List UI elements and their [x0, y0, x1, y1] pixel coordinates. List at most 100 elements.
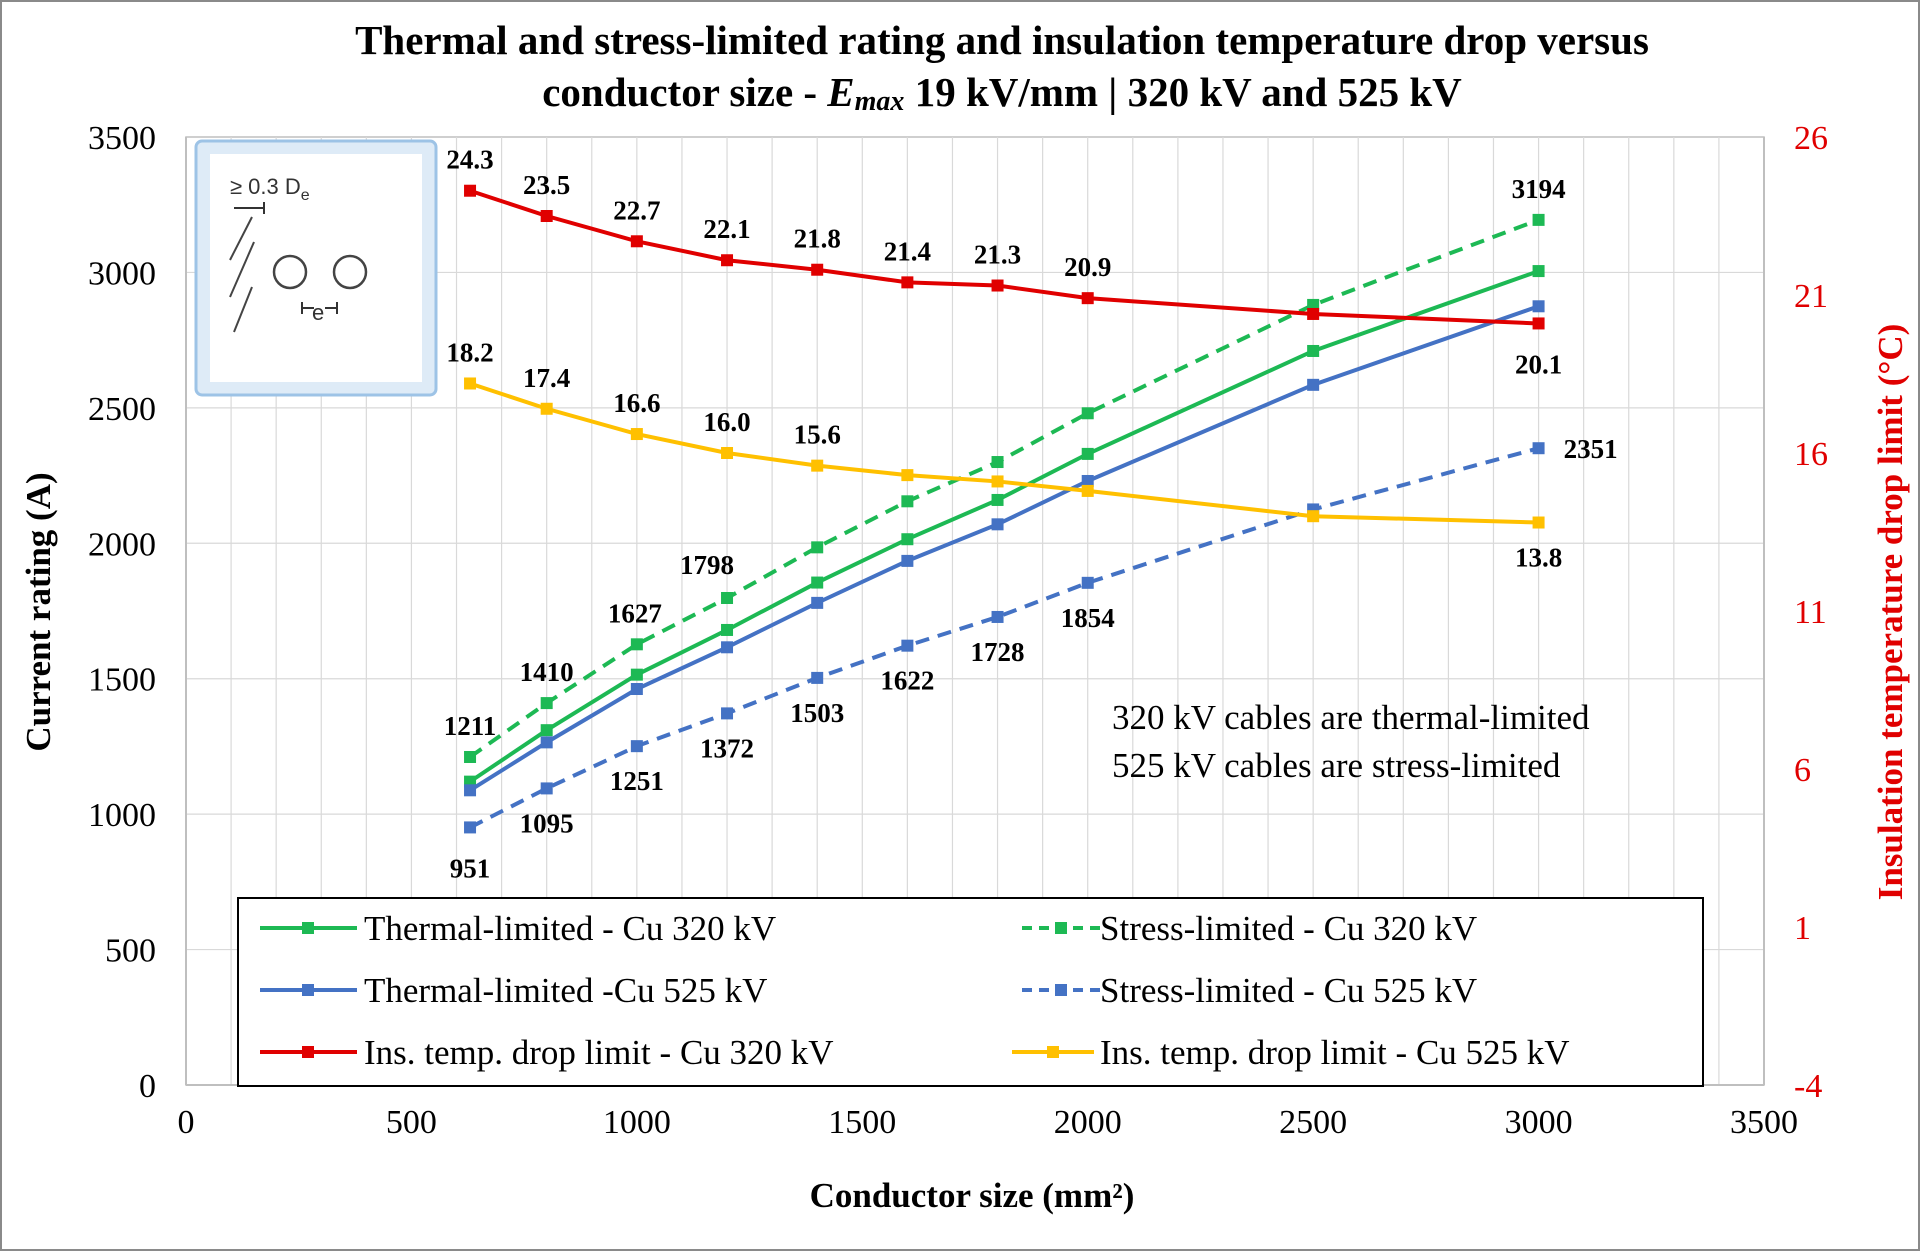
data-label: 21.3 [974, 240, 1021, 270]
series-point [464, 821, 477, 834]
series-point [1532, 442, 1545, 455]
data-label: 17.4 [523, 363, 570, 393]
series-point [811, 263, 824, 276]
data-label: 1211 [444, 711, 497, 741]
inset-spacing-label: ≥ 0.3 De [230, 174, 310, 204]
cable-circle-left [272, 254, 308, 290]
x-tick-label: 3500 [1730, 1104, 1798, 1141]
series-line [468, 269, 1540, 784]
legend-item-stress-525: Stress-limited - Cu 525 kV [1022, 971, 1477, 1010]
data-label: 16.0 [703, 407, 750, 437]
chart-title-line1: Thermal and stress-limited rating and in… [355, 17, 1649, 63]
series-point [630, 740, 643, 753]
x-tick-label: 1000 [603, 1104, 671, 1141]
series-point [1081, 576, 1094, 589]
chart-title-line2: conductor size - Emax 19 kV/mm | 320 kV … [542, 69, 1462, 117]
data-label: 24.3 [446, 145, 493, 175]
svg-text:Ins. temp. drop limit - Cu 525: Ins. temp. drop limit - Cu 525 kV [1100, 1033, 1570, 1072]
legend-item-tempdrop-525: Ins. temp. drop limit - Cu 525 kV [1012, 1033, 1570, 1072]
series-point [721, 641, 734, 654]
data-label: 1372 [700, 733, 754, 763]
series-line [468, 304, 1540, 793]
series-point [1307, 378, 1320, 391]
y2-tick-label: 6 [1794, 752, 1811, 789]
series-point [1532, 516, 1545, 529]
series-point [721, 623, 734, 636]
data-label: 1798 [680, 550, 734, 580]
series-point [630, 683, 643, 696]
y-tick-label: 1500 [88, 662, 156, 699]
svg-text:Stress-limited - Cu 525 kV: Stress-limited - Cu 525 kV [1100, 971, 1477, 1010]
legend-item-thermal-320: Thermal-limited - Cu 320 kV [260, 909, 776, 948]
data-label: 22.7 [613, 195, 660, 225]
y2-tick-label: -4 [1794, 1068, 1822, 1105]
data-label: 16.6 [613, 388, 660, 418]
series-point [901, 533, 914, 546]
data-label: 21.8 [794, 224, 841, 254]
series-point [1081, 447, 1094, 460]
data-label: 20.1 [1515, 349, 1562, 379]
series-2 [464, 300, 1545, 797]
series-point [901, 276, 914, 289]
series-point [1081, 474, 1094, 487]
y-tick-label: 500 [105, 933, 156, 970]
data-label: 23.5 [523, 170, 570, 200]
series-point [540, 724, 553, 737]
series-point [991, 456, 1004, 469]
series-point [1081, 407, 1094, 420]
y-tick-label: 2500 [88, 391, 156, 428]
svg-text:Stress-limited - Cu 320 kV: Stress-limited - Cu 320 kV [1100, 909, 1477, 948]
series-point [464, 784, 477, 797]
data-label: 22.1 [703, 214, 750, 244]
cable-circle-right [332, 254, 368, 290]
series-point [901, 639, 914, 652]
x-tick-label: 1500 [828, 1104, 896, 1141]
annotation-320kv: 320 kV cables are thermal-limited [1112, 698, 1590, 737]
series-point [630, 668, 643, 681]
series-point [464, 184, 477, 197]
y-tick-label: 1000 [88, 797, 156, 834]
x-tick-label: 2000 [1054, 1104, 1122, 1141]
x-tick-label: 500 [386, 1104, 437, 1141]
y-tick-label: 3500 [88, 120, 156, 157]
data-label: 1251 [610, 766, 664, 796]
series-point [901, 495, 914, 508]
title-suffix: 19 kV/mm | 320 kV and 525 kV [904, 69, 1462, 115]
data-label: 13.8 [1515, 543, 1562, 573]
annotation-525kv: 525 kV cables are stress-limited [1112, 746, 1561, 785]
series-line [469, 446, 1540, 830]
series-point [811, 459, 824, 472]
svg-text:Thermal-limited - Cu 320 kV: Thermal-limited - Cu 320 kV [364, 909, 776, 948]
series-point [630, 428, 643, 441]
series-point [811, 596, 824, 609]
series-point [1532, 265, 1545, 278]
series-point [540, 736, 553, 749]
series-point [630, 638, 643, 651]
series-point [630, 235, 643, 248]
svg-text:Ins. temp. drop limit - Cu 320: Ins. temp. drop limit - Cu 320 kV [364, 1033, 834, 1072]
series-point [991, 475, 1004, 488]
data-label: 1095 [520, 808, 574, 838]
series-point [1081, 484, 1094, 497]
series-point [901, 469, 914, 482]
data-label: 1627 [608, 598, 662, 628]
y2-axis-title: Insulation temperature drop limit (°C) [1871, 324, 1910, 901]
series-line [468, 218, 1540, 759]
data-label: 1503 [790, 698, 844, 728]
title-prefix: conductor size - [542, 69, 827, 115]
series-point [721, 447, 734, 459]
inset-gap-label: e [312, 300, 324, 325]
y2-tick-label: 26 [1794, 120, 1828, 157]
series-point [721, 591, 734, 604]
series-layer [464, 184, 1545, 834]
data-label: 18.2 [446, 337, 493, 367]
series-line [469, 188, 1539, 326]
series-point [991, 279, 1004, 292]
y2-tick-label: 21 [1794, 278, 1828, 315]
series-4 [464, 184, 1545, 330]
y-tick-label: 0 [139, 1068, 156, 1105]
svg-text:Thermal-limited -Cu 525 kV: Thermal-limited -Cu 525 kV [364, 971, 767, 1010]
data-label: 1728 [971, 637, 1025, 667]
series-point [540, 210, 553, 222]
